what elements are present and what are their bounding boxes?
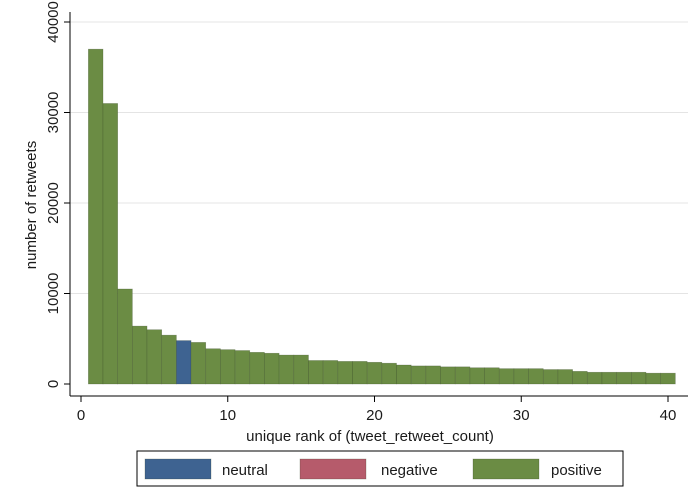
bar-positive <box>88 48 104 385</box>
bar-positive <box>161 334 177 385</box>
bar-positive <box>469 367 485 385</box>
x-tick-label: 10 <box>219 407 236 424</box>
bar-positive <box>601 371 617 385</box>
bar-positive <box>513 368 529 385</box>
bar-positive <box>616 371 632 385</box>
legend: neutral negative positive <box>136 450 624 487</box>
legend-label-positive: positive <box>551 462 602 479</box>
bar-positive <box>366 361 383 385</box>
bar-positive <box>308 360 324 385</box>
y-tick-label: 30000 <box>45 92 62 134</box>
bar-positive <box>264 352 280 385</box>
bar-positive <box>410 365 427 385</box>
legend-label-neutral: neutral <box>222 462 268 479</box>
y-tick-label: 0 <box>45 380 62 388</box>
legend-label-negative: negative <box>381 462 438 479</box>
legend-swatch-neutral <box>144 458 212 480</box>
bar-positive <box>660 372 676 385</box>
bar-positive <box>557 369 573 385</box>
bar-positive <box>234 350 251 385</box>
bar-positive <box>542 369 559 385</box>
bar-positive <box>645 372 661 385</box>
bar-positive <box>498 368 515 385</box>
bar-positive <box>190 342 207 385</box>
axes <box>69 12 688 397</box>
legend-box <box>136 450 624 487</box>
bar-positive <box>352 361 368 385</box>
bar-positive <box>528 368 544 385</box>
x-tick-label: 0 <box>77 407 85 424</box>
bar-positive <box>484 367 500 385</box>
bar-positive <box>278 354 295 385</box>
bar-positive <box>425 365 441 385</box>
gridlines <box>70 21 688 294</box>
bar-neutral <box>176 340 192 385</box>
tick-labels: 0 10000 20000 30000 40000 0 10 20 30 40 <box>45 1 676 424</box>
bar-positive <box>117 288 133 385</box>
bar-positive <box>220 349 236 385</box>
x-tick-label: 20 <box>366 407 383 424</box>
bar-positive <box>249 352 265 385</box>
bar-positive <box>440 366 456 385</box>
bar-positive <box>132 325 148 385</box>
y-tick-label: 20000 <box>45 182 62 224</box>
bar-positive <box>102 103 118 385</box>
bar-positive <box>381 362 397 385</box>
bar-positive <box>293 354 309 385</box>
bar-positive <box>586 371 603 385</box>
x-axis-title: unique rank of (tweet_retweet_count) <box>246 428 494 445</box>
bar-positive <box>322 360 339 385</box>
bar-positive <box>205 348 221 385</box>
legend-swatch-positive <box>472 458 540 480</box>
y-tick-label: 40000 <box>45 1 62 43</box>
y-axis-title: number of retweets <box>23 141 40 269</box>
bar-positive <box>631 371 647 385</box>
x-tick-label: 40 <box>660 407 677 424</box>
bars <box>88 48 676 385</box>
bar-positive <box>572 371 588 385</box>
x-tick-label: 30 <box>513 407 530 424</box>
bar-positive <box>337 361 353 385</box>
legend-swatch-negative <box>299 458 367 480</box>
bar-positive <box>454 366 471 385</box>
y-tick-label: 10000 <box>45 273 62 315</box>
bar-positive <box>396 364 412 385</box>
bar-positive <box>146 329 163 385</box>
